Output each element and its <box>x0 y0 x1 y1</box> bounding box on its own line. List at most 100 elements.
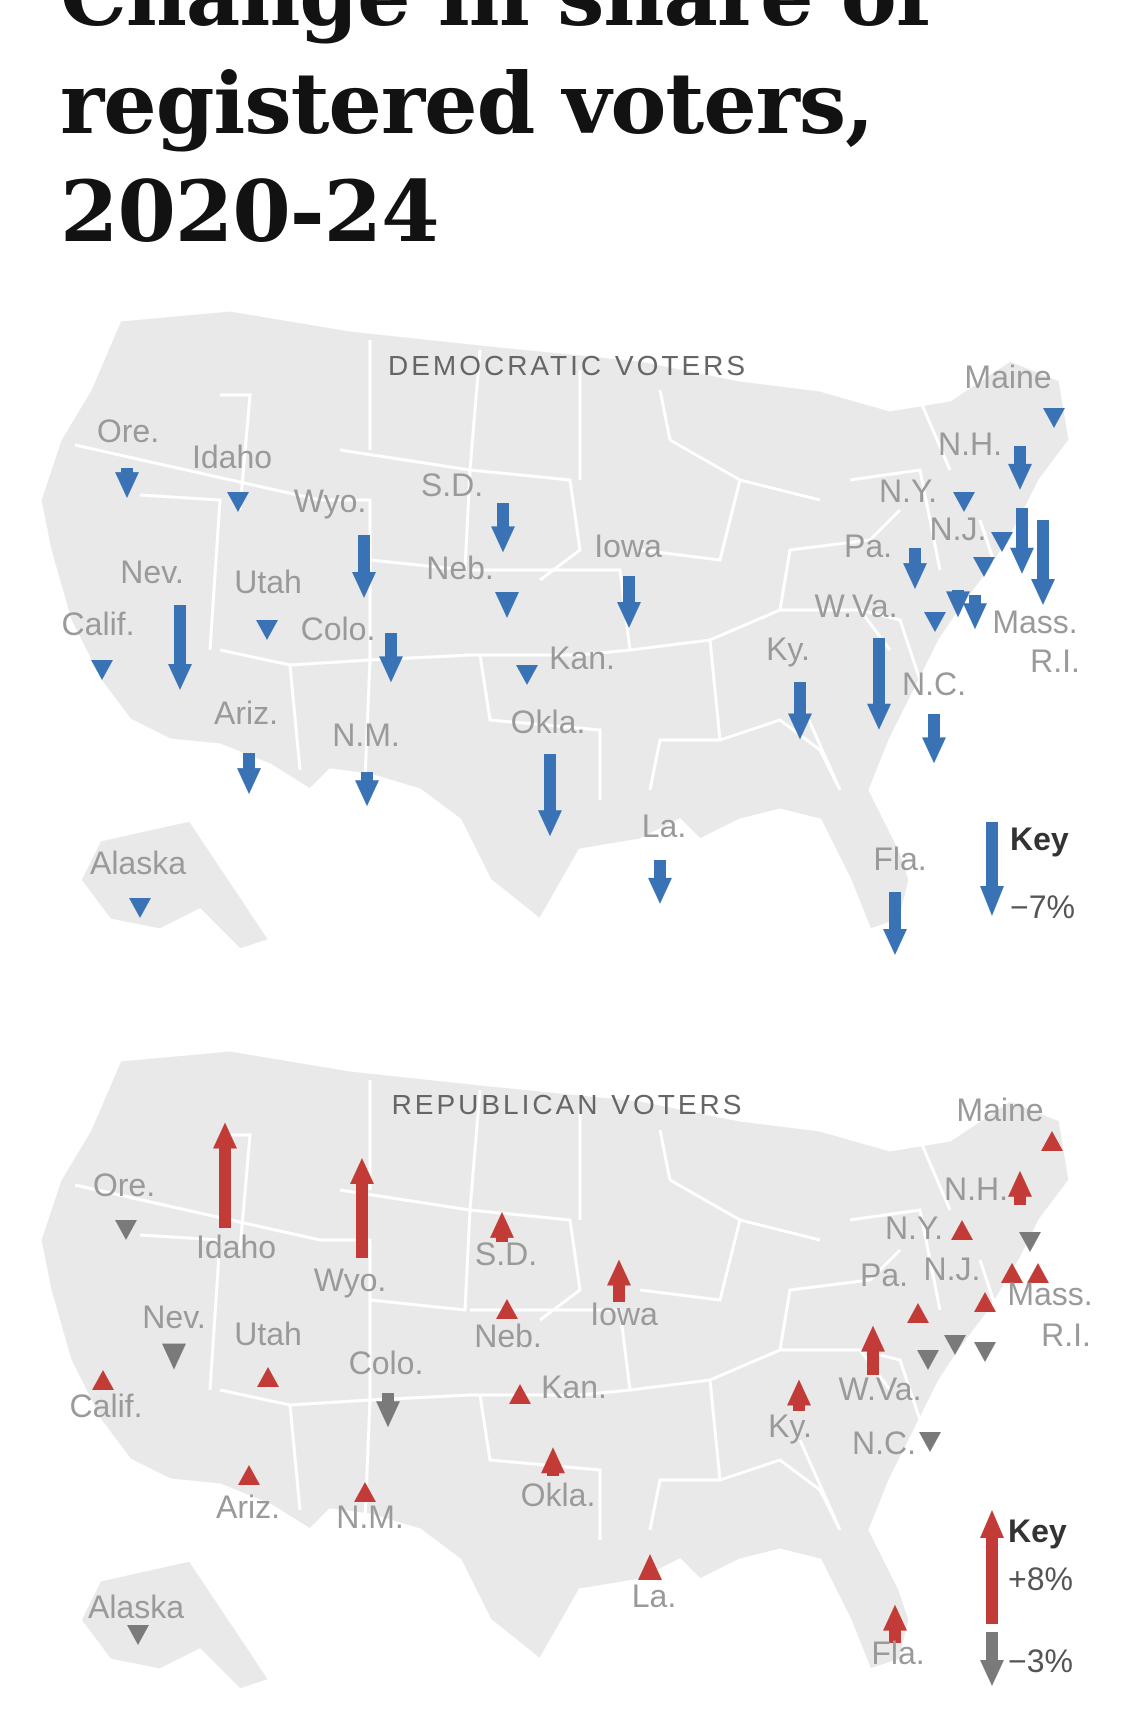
rep-arrow-kentucky <box>787 1379 811 1406</box>
rep-label-oklahoma: Okla. <box>521 1477 596 1513</box>
dem-label-new-hampshire: N.H. <box>938 426 1002 462</box>
dem-label-nevada: Nev. <box>120 554 183 590</box>
dem-label-new-mexico: N.M. <box>332 717 400 753</box>
rep-arrow-california <box>92 1370 114 1390</box>
dem-arrow-new-hampshire-shaft <box>1014 446 1026 466</box>
dem-label-oregon: Ore. <box>97 413 159 449</box>
rep-label-new-york: N.Y. <box>885 1210 943 1246</box>
rep-key-title: Key <box>1008 1513 1067 1549</box>
republican-map: REPUBLICAN VOTERS Ore. Idaho Wyo. S.D. Neb. I… <box>38 1048 1093 1692</box>
dem-arrow-new-york <box>953 492 975 512</box>
dem-arrow-connecticut <box>973 557 995 577</box>
rep-arrow-connecticut <box>1001 1263 1023 1283</box>
dem-label-california: Calif. <box>62 606 135 642</box>
dem-arrow-arizona <box>237 768 261 795</box>
rep-label-florida: Fla. <box>871 1635 924 1671</box>
rep-key-down-arrow-head <box>980 1660 1004 1686</box>
dem-arrow-kentucky-shaft <box>794 682 806 716</box>
dem-arrow-pennsylvania <box>903 563 927 590</box>
rep-arrow-louisiana <box>638 1553 662 1580</box>
rep-arrow-wyoming <box>350 1157 374 1184</box>
rep-label-maine: Maine <box>956 1092 1043 1128</box>
rep-arrow-oklahoma <box>541 1447 565 1474</box>
dem-state-labels: Ore. Idaho Wyo. S.D. Neb. Iowa Nev. Utah Colo. Ca… <box>62 359 1080 881</box>
dem-arrow-utah <box>256 620 278 640</box>
rep-arrow-maryland <box>944 1335 966 1355</box>
dem-arrow-north-carolina <box>922 737 946 764</box>
rep-label-idaho: Idaho <box>196 1229 276 1265</box>
rep-label-nevada: Nev. <box>142 1299 205 1335</box>
rep-section-title: REPUBLICAN VOTERS <box>392 1089 745 1120</box>
dem-arrow-west-virginia-shaft <box>873 638 885 706</box>
rep-arrow-rhode-island <box>974 1292 996 1312</box>
rep-label-iowa: Iowa <box>590 1296 658 1332</box>
dem-label-alaska: Alaska <box>90 845 186 881</box>
dem-label-pennsylvania: Pa. <box>844 528 892 564</box>
dem-arrow-rhode-island-shaft <box>1016 508 1028 550</box>
dem-arrow-oregon <box>115 472 139 499</box>
rep-arrow-florida <box>883 1604 907 1631</box>
dem-label-iowa: Iowa <box>594 528 662 564</box>
rep-key-up-arrow-head <box>980 1510 1004 1538</box>
dem-label-north-carolina: N.C. <box>902 666 966 702</box>
rep-label-south-dakota: S.D. <box>475 1236 537 1272</box>
rep-label-wyoming: Wyo. <box>314 1262 387 1298</box>
dem-arrow-kentucky <box>788 713 812 740</box>
dem-label-louisiana: La. <box>642 808 686 844</box>
dem-key-value: −7% <box>1010 889 1075 925</box>
rep-state-labels: Ore. Idaho Wyo. S.D. Neb. Iowa Nev. Utah Colo. Ca… <box>70 1092 1093 1671</box>
rep-key-down-value: −3% <box>1008 1643 1073 1679</box>
dem-arrow-massachusetts-shaft <box>1037 520 1049 581</box>
rep-label-nebraska: Neb. <box>474 1318 542 1354</box>
rep-arrow-massachusetts <box>1027 1263 1049 1283</box>
rep-label-alaska: Alaska <box>88 1589 184 1625</box>
rep-arrow-kentucky-shaft <box>793 1403 805 1411</box>
rep-key-up-value: +8% <box>1008 1561 1073 1597</box>
rep-arrow-iowa <box>607 1259 631 1286</box>
rep-key-up-arrow-shaft <box>986 1538 998 1624</box>
rep-arrow-maine <box>1041 1131 1063 1151</box>
dem-arrow-rhode-island <box>1010 547 1034 574</box>
rep-arrow-arizona <box>238 1465 260 1485</box>
dem-arrow-maryland-shaft <box>969 595 981 606</box>
rep-arrow-delaware <box>974 1342 996 1362</box>
rep-arrow-north-carolina <box>919 1432 941 1452</box>
dem-arrow-west-virginia <box>867 703 891 730</box>
rep-arrow-virginia <box>917 1350 939 1370</box>
dem-arrow-oklahoma <box>538 810 562 837</box>
dem-arrow-iowa <box>617 602 641 629</box>
dem-arrow-oregon-shaft <box>121 468 133 475</box>
dem-label-massachusetts: Mass. <box>992 604 1077 640</box>
rep-arrow-vermont <box>1019 1232 1041 1252</box>
rep-arrow-wyoming-shaft <box>356 1181 368 1258</box>
rep-arrows <box>92 1122 1063 1645</box>
rep-arrow-nebraska <box>496 1299 518 1319</box>
dem-arrow-nevada <box>168 663 192 690</box>
rep-label-north-carolina: N.C. <box>852 1425 916 1461</box>
rep-label-west-virginia: W.Va. <box>839 1371 922 1407</box>
rep-arrow-new-hampshire-shaft <box>1014 1194 1026 1205</box>
rep-arrow-colorado <box>376 1401 400 1428</box>
dem-arrow-florida <box>883 929 907 956</box>
dem-arrow-louisiana <box>648 877 672 904</box>
rep-arrow-colorado-shaft <box>382 1393 394 1404</box>
rep-arrow-idaho-shaft <box>219 1146 231 1228</box>
headline: Change in share of registered voters, 20… <box>60 0 932 261</box>
dem-key-arrow-head <box>980 886 1004 916</box>
dem-arrow-nebraska <box>495 592 519 619</box>
dem-key: Key −7% <box>980 821 1075 925</box>
rep-label-new-hampshire: N.H. <box>944 1171 1008 1207</box>
dem-arrow-wyoming <box>352 572 376 599</box>
dem-arrow-wyoming-shaft <box>358 535 370 575</box>
dem-arrow-arizona-shaft <box>243 753 255 771</box>
dem-arrow-pennsylvania-shaft <box>909 548 921 566</box>
dem-label-florida: Fla. <box>873 841 926 877</box>
dem-arrow-new-hampshire <box>1008 463 1032 490</box>
rep-label-utah: Utah <box>234 1316 302 1352</box>
dem-label-west-virginia: W.Va. <box>815 588 898 624</box>
rep-arrow-nevada <box>162 1343 186 1370</box>
dem-arrow-delaware <box>946 591 970 618</box>
dem-arrow-south-dakota-shaft <box>497 503 509 529</box>
rep-label-kentucky: Ky. <box>768 1408 812 1444</box>
rep-arrow-florida-shaft <box>889 1628 901 1643</box>
